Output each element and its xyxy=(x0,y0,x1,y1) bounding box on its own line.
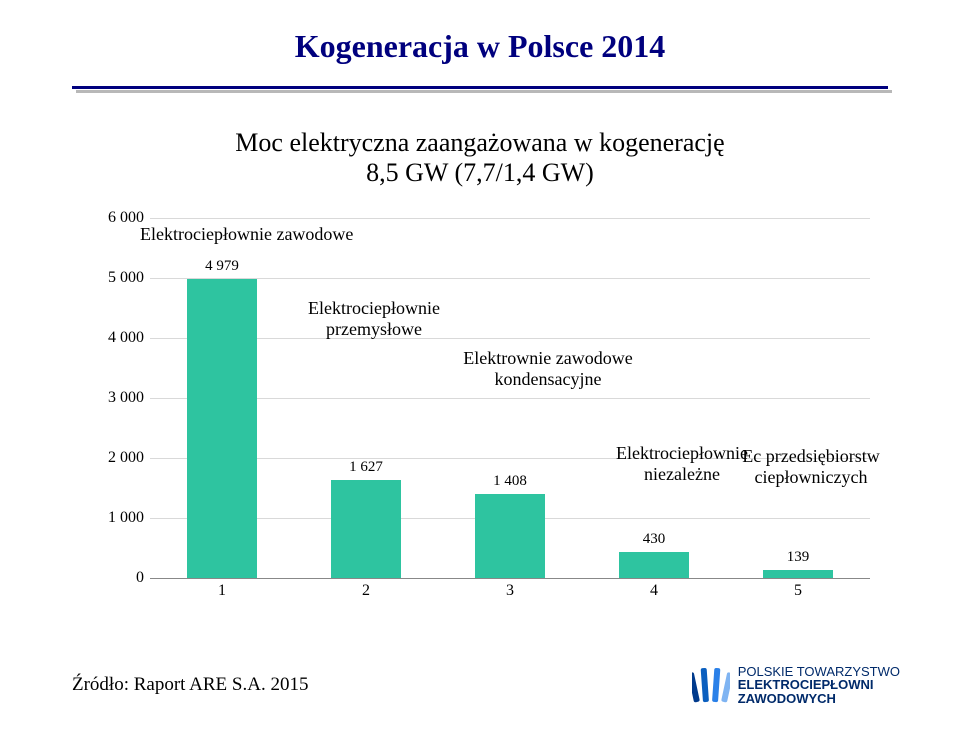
y-tick-label: 4 000 xyxy=(88,329,144,347)
x-tick-label: 1 xyxy=(202,582,242,600)
bar-value-label: 1 408 xyxy=(460,473,560,490)
slide-title: Kogeneracja w Polsce 2014 xyxy=(0,28,960,65)
series-label: Elektrownie zawodowekondensacyjne xyxy=(418,348,678,389)
plot-area: 4 979 1 627 1 408 430 139 xyxy=(150,218,870,578)
grid-line xyxy=(150,218,870,219)
bar-chart: 4 979 1 627 1 408 430 139 0 1 000 2 000 3 000 4 … xyxy=(88,218,888,608)
bar xyxy=(763,570,832,578)
logo-mark-icon xyxy=(692,664,730,706)
bar xyxy=(331,480,400,578)
x-axis-line xyxy=(150,578,870,579)
bar-value-label: 1 627 xyxy=(316,459,416,476)
grid-line xyxy=(150,338,870,339)
bar xyxy=(475,494,544,578)
bar-value-label: 139 xyxy=(748,549,848,566)
logo-text: POLSKIE TOWARZYSTWO ELEKTROCIEPŁOWNI ZAW… xyxy=(738,665,900,706)
x-tick-label: 2 xyxy=(346,582,386,600)
series-label: Ec przedsiębiorstwciepłowniczych xyxy=(696,446,926,487)
slide-subtitle: Moc elektryczna zaangażowana w kogenerac… xyxy=(0,128,960,188)
org-logo: POLSKIE TOWARZYSTWO ELEKTROCIEPŁOWNI ZAW… xyxy=(692,664,900,706)
logo-line-1: POLSKIE TOWARZYSTWO xyxy=(738,665,900,679)
y-tick-label: 6 000 xyxy=(88,209,144,227)
x-tick-label: 5 xyxy=(778,582,818,600)
slide: Kogeneracja w Polsce 2014 Moc elektryczn… xyxy=(0,0,960,732)
x-tick-label: 3 xyxy=(490,582,530,600)
subtitle-line-1: Moc elektryczna zaangażowana w kogenerac… xyxy=(235,128,724,157)
logo-line-3: ZAWODOWYCH xyxy=(738,692,900,706)
y-tick-label: 0 xyxy=(88,569,144,587)
series-label: Elektrociepłownieprzemysłowe xyxy=(274,298,474,339)
grid-line xyxy=(150,278,870,279)
bar-value-label: 430 xyxy=(604,531,704,548)
bar xyxy=(619,552,688,578)
title-rule xyxy=(72,86,888,89)
source-text: Źródło: Raport ARE S.A. 2015 xyxy=(72,674,308,696)
bar xyxy=(187,279,256,578)
x-tick-label: 4 xyxy=(634,582,674,600)
y-tick-label: 5 000 xyxy=(88,269,144,287)
grid-line xyxy=(150,398,870,399)
y-tick-label: 2 000 xyxy=(88,449,144,467)
subtitle-line-2: 8,5 GW (7,7/1,4 GW) xyxy=(0,158,960,188)
bar-value-label: 4 979 xyxy=(172,258,272,275)
y-tick-label: 1 000 xyxy=(88,509,144,527)
series-label: Elektrociepłownie zawodowe xyxy=(140,224,410,245)
logo-line-2: ELEKTROCIEPŁOWNI xyxy=(738,678,900,692)
title-rule-shadow xyxy=(76,90,892,93)
y-tick-label: 3 000 xyxy=(88,389,144,407)
